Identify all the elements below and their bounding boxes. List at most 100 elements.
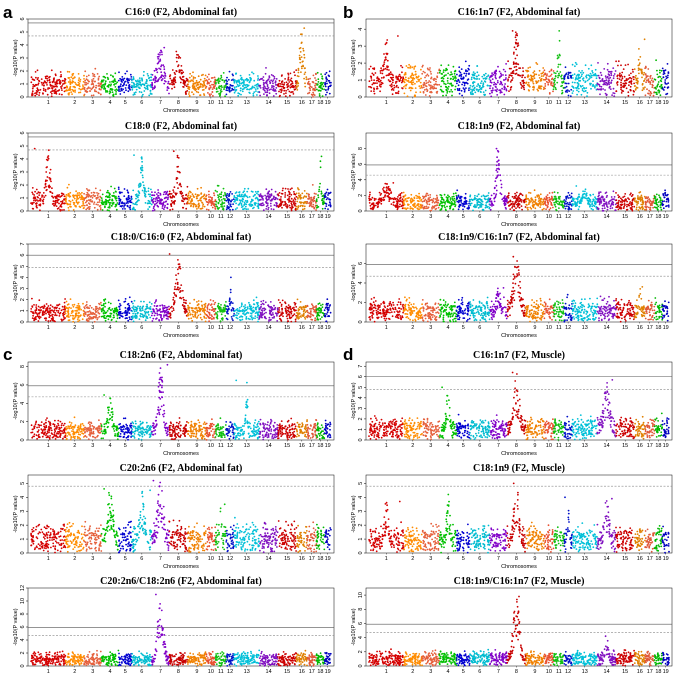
snp-point: [496, 94, 499, 96]
snp-point: [441, 79, 444, 82]
snp-point: [290, 320, 293, 323]
snp-point: [242, 79, 245, 82]
snp-point: [155, 299, 158, 301]
snp-point: [165, 306, 168, 309]
snp-point: [494, 70, 497, 72]
snp-point: [42, 89, 45, 92]
snp-point: [450, 89, 453, 91]
snp-point: [429, 70, 432, 73]
snp-point: [71, 93, 73, 95]
snp-point: [303, 56, 306, 59]
snp-point: [280, 192, 283, 195]
x-tick-label: 4: [108, 325, 111, 331]
snp-point: [318, 186, 321, 188]
snp-point: [240, 302, 243, 305]
snp-point: [179, 81, 182, 84]
snp-point: [85, 301, 88, 303]
snp-point: [209, 86, 212, 89]
snp-point: [267, 198, 270, 201]
snp-point: [318, 309, 320, 312]
snp-point: [111, 91, 114, 94]
snp-point: [302, 47, 304, 50]
snp-point: [472, 71, 475, 73]
snp-point: [42, 87, 45, 90]
snp-point: [288, 316, 291, 318]
snp-point: [93, 206, 96, 209]
snp-point: [446, 68, 448, 71]
snp-point: [411, 87, 414, 90]
snp-point: [433, 87, 436, 90]
snp-point: [38, 194, 41, 197]
snp-point: [245, 309, 248, 311]
snp-point: [325, 320, 327, 323]
snp-point: [165, 196, 168, 199]
snp-point: [406, 95, 409, 98]
chromosome-17-points: [306, 184, 317, 211]
snp-point: [228, 89, 231, 92]
snp-point: [179, 182, 182, 185]
snp-point: [157, 189, 160, 191]
snp-point: [218, 85, 221, 88]
snp-point: [384, 67, 387, 70]
snp-point: [242, 313, 245, 315]
snp-point: [461, 94, 463, 97]
snp-point: [38, 299, 41, 302]
snp-point: [195, 195, 198, 198]
snp-point: [93, 89, 96, 91]
snp-point: [36, 313, 39, 316]
snp-point: [162, 202, 165, 204]
snp-point: [168, 308, 171, 311]
snp-point: [290, 310, 293, 313]
snp-point: [84, 70, 87, 73]
snp-point: [145, 307, 148, 310]
snp-point: [311, 307, 314, 310]
snp-point: [48, 311, 50, 314]
snp-point: [257, 75, 259, 77]
snp-point: [146, 303, 148, 306]
snp-point: [244, 205, 247, 208]
snp-point: [206, 308, 209, 310]
snp-point: [46, 176, 49, 178]
snp-point: [208, 312, 211, 314]
snp-point: [129, 206, 131, 209]
snp-point: [108, 205, 111, 208]
snp-point: [295, 85, 298, 88]
snp-point: [141, 77, 143, 80]
snp-point: [156, 80, 159, 83]
snp-point: [266, 91, 269, 94]
snp-point: [34, 71, 37, 73]
snp-point: [146, 73, 149, 75]
snp-point: [394, 82, 397, 84]
snp-point: [206, 310, 209, 313]
snp-point: [104, 311, 107, 314]
snp-point: [160, 49, 162, 52]
snp-point: [299, 197, 302, 200]
snp-point: [435, 91, 438, 93]
x-axis-label: Chromosomes: [163, 222, 199, 228]
snp-point: [225, 301, 227, 303]
snp-point: [37, 77, 39, 79]
snp-point: [408, 77, 410, 80]
plot-title: C18:0/C16:0 (F2, Abdominal fat): [111, 232, 252, 243]
snp-point: [136, 195, 138, 198]
snp-point: [110, 74, 112, 77]
snp-point: [221, 319, 224, 321]
snp-point: [155, 76, 158, 79]
snp-point: [48, 177, 51, 179]
snp-point: [31, 207, 34, 210]
snp-point: [163, 82, 166, 85]
snp-point: [113, 311, 116, 314]
snp-point: [42, 198, 45, 201]
snp-point: [504, 74, 507, 77]
snp-point: [316, 84, 318, 86]
snp-point: [517, 42, 519, 45]
snp-point: [430, 73, 432, 75]
snp-point: [277, 194, 280, 197]
snp-point: [188, 311, 191, 313]
snp-point: [171, 83, 174, 86]
snp-point: [49, 91, 52, 93]
snp-point: [265, 80, 268, 83]
y-tick-label: 1: [20, 309, 26, 312]
snp-point: [301, 61, 304, 63]
snp-point: [273, 204, 276, 207]
